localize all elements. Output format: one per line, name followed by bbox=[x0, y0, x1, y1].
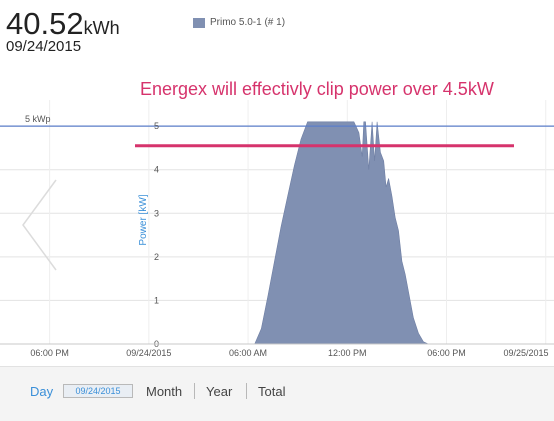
chart-annotation: Energex will effectivly clip power over … bbox=[140, 79, 494, 99]
tab-day[interactable]: Day bbox=[30, 384, 54, 399]
legend-label: Primo 5.0-1 (# 1) bbox=[210, 17, 286, 28]
y-tick-label: 2 bbox=[154, 252, 159, 262]
tab-month[interactable]: Month bbox=[146, 384, 183, 399]
x-tick-label: 06:00 PM bbox=[30, 348, 69, 358]
date-picker[interactable]: 09/24/2015 bbox=[63, 384, 133, 398]
y-tick-label: 1 bbox=[154, 295, 159, 305]
y-tick-label: 5 bbox=[154, 121, 159, 131]
x-tick-label: 09/25/2015 bbox=[503, 348, 548, 358]
capacity-label: 5 kWp bbox=[25, 114, 51, 124]
tab-total[interactable]: Total bbox=[258, 384, 286, 399]
reference-lines: 5 kWp bbox=[0, 114, 554, 148]
period-toolbar: Day 09/24/2015 Month Year Total bbox=[0, 366, 554, 421]
legend-swatch bbox=[193, 17, 205, 28]
series-area bbox=[254, 121, 440, 345]
chart-legend[interactable]: Primo 5.0-1 (# 1) bbox=[193, 17, 285, 28]
x-tick-label: 06:00 AM bbox=[229, 348, 267, 358]
y-tick-label: 4 bbox=[154, 165, 159, 175]
total-energy-unit: kWh bbox=[83, 18, 120, 38]
y-axis-title: Power [kW] bbox=[138, 194, 149, 245]
toolbar-divider bbox=[246, 383, 247, 399]
x-tick-label: 06:00 PM bbox=[427, 348, 466, 358]
x-tick-label: 12:00 PM bbox=[328, 348, 367, 358]
toolbar-divider bbox=[194, 383, 195, 399]
selected-date: 09/24/2015 bbox=[6, 38, 82, 55]
total-energy-value: 40.52 bbox=[6, 6, 84, 41]
x-tick-label: 09/24/2015 bbox=[126, 348, 171, 358]
previous-day-arrow[interactable] bbox=[22, 179, 57, 271]
tab-year[interactable]: Year bbox=[206, 384, 233, 399]
y-tick-label: 3 bbox=[154, 208, 159, 218]
chevron-left-icon bbox=[22, 179, 57, 271]
total-energy: 40.52kWh bbox=[6, 6, 120, 42]
series-layer bbox=[254, 121, 440, 345]
